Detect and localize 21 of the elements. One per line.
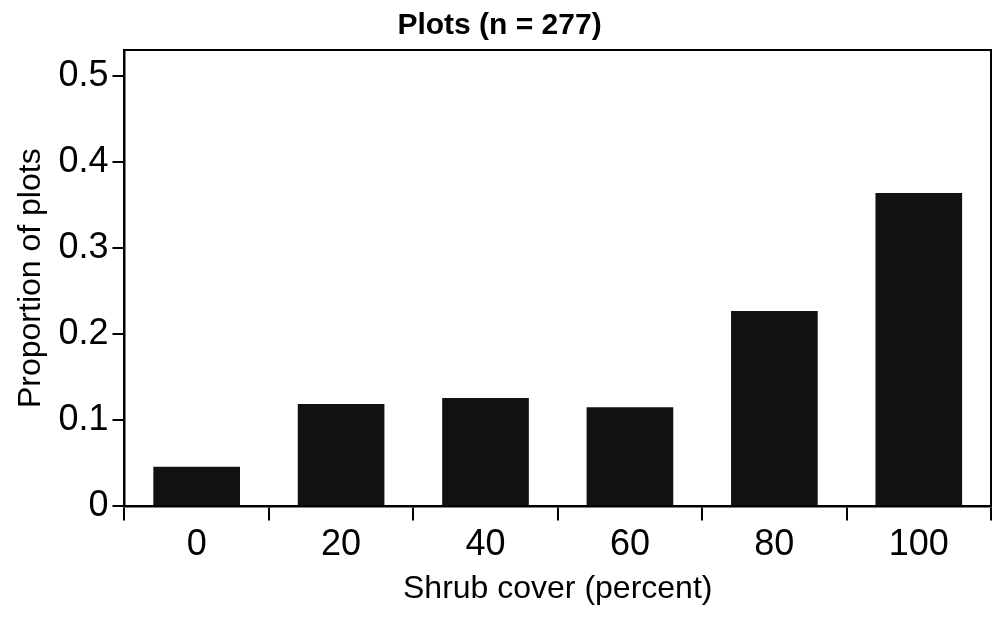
x-tick-label: 60 [609, 521, 650, 563]
bar [875, 192, 963, 506]
x-tick-label: 80 [754, 521, 795, 563]
chart-title: Plots (n = 277) [397, 7, 602, 41]
x-tick-label: 0 [186, 521, 207, 563]
y-tick-label: 0 [88, 483, 109, 525]
y-tick-label: 0.3 [58, 224, 109, 266]
x-tick-label: 20 [321, 521, 362, 563]
y-tick-label: 0.2 [58, 311, 109, 353]
y-tick-label: 0.1 [58, 397, 109, 439]
x-tick-label: 40 [465, 521, 506, 563]
bar [586, 407, 674, 506]
x-axis-title: Shrub cover (percent) [402, 568, 713, 605]
y-tick-label: 0.4 [58, 138, 109, 180]
bar [731, 310, 818, 506]
y-tick-label: 0.5 [58, 52, 109, 94]
bar [153, 466, 240, 506]
x-tick-label: 100 [888, 521, 949, 563]
y-axis-title: Proportion of plots [11, 148, 48, 409]
bar [442, 397, 529, 506]
bar [297, 403, 385, 506]
